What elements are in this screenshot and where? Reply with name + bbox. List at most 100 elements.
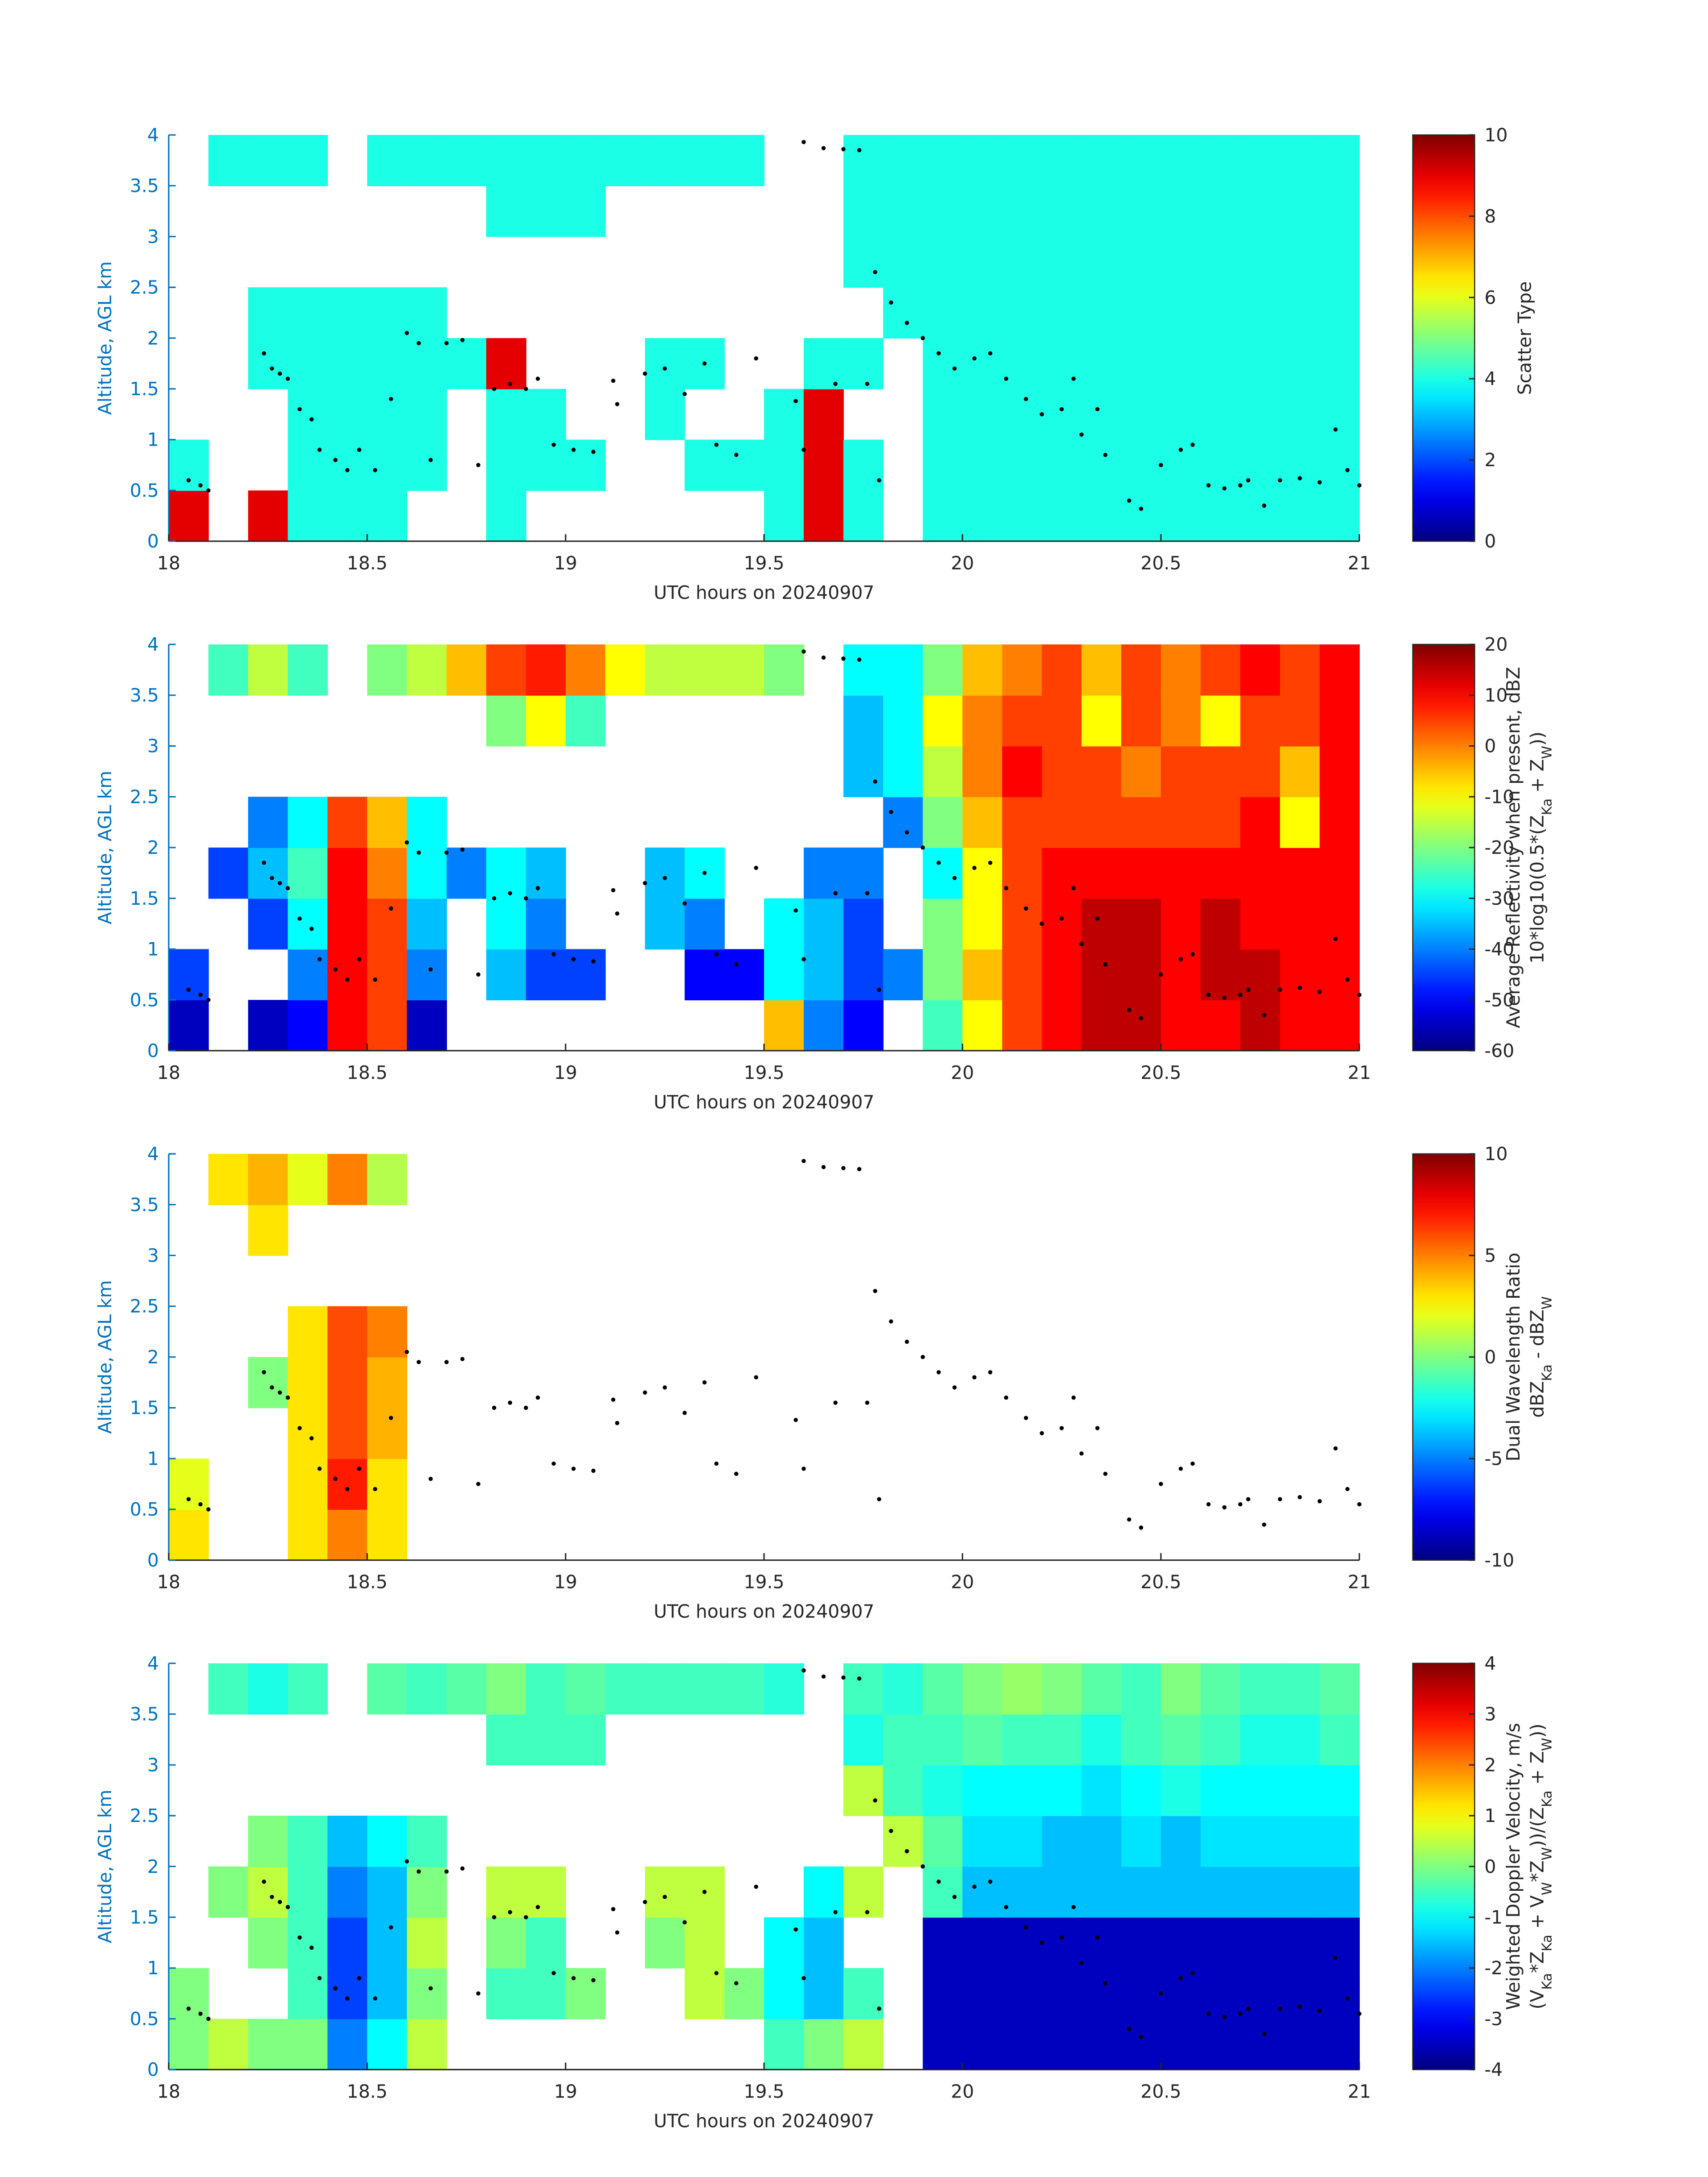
overlay-point (682, 1920, 687, 1925)
heat-cell (1240, 797, 1281, 848)
overlay-point (920, 336, 925, 340)
heat-cell (565, 644, 606, 696)
overlay-point (270, 876, 274, 880)
label-subscript: Ka (1539, 1790, 1555, 1807)
heat-cell (724, 135, 764, 186)
heat-cell (1280, 490, 1320, 542)
overlay-point (1040, 1940, 1044, 1945)
heat-cell (1002, 644, 1043, 696)
heat-cell (962, 1968, 1003, 2019)
heat-cell (1161, 1866, 1201, 1918)
overlay-point (1357, 993, 1361, 997)
heat-cell (685, 898, 725, 950)
overlay-point (285, 376, 290, 381)
heat-cell (883, 1765, 923, 1816)
heat-cell (446, 1663, 487, 1715)
overlay-point (1333, 1446, 1338, 1451)
y-tick-label: 0 (147, 1550, 159, 1571)
overlay-point (262, 1370, 266, 1375)
heat-cell (1280, 2018, 1320, 2070)
heat-cell (407, 338, 447, 389)
heat-cell (1002, 1815, 1043, 1867)
y-axis-label: Altitude, AGL km (94, 1280, 116, 1434)
heat-cell (962, 1000, 1003, 1051)
heat-cell (288, 644, 328, 696)
overlay-point (1178, 1467, 1183, 1471)
label-text: (V (1527, 1990, 1548, 2010)
overlay-point (428, 1986, 433, 1991)
heat-cell (645, 847, 685, 899)
overlay-point (920, 845, 925, 850)
heat-cell (565, 439, 606, 491)
overlay-point (285, 1396, 290, 1400)
heat-cell (486, 389, 526, 440)
heat-cell (1320, 695, 1360, 747)
heat-cell (526, 949, 566, 1001)
overlay-point (972, 1885, 977, 1889)
heat-cell (962, 695, 1003, 747)
heat-cell (367, 1866, 408, 1918)
x-tick-label: 18.5 (347, 1571, 388, 1593)
overlay-point (833, 381, 838, 386)
heat-cell (1280, 439, 1320, 491)
label-text: 10*log10(0.5*(Z (1527, 815, 1548, 963)
heat-cell (288, 1357, 328, 1408)
heat-cell (288, 949, 328, 1001)
y-tick-label: 2.5 (130, 1295, 159, 1317)
y-tick-label: 3.5 (130, 685, 159, 706)
overlay-point (373, 1487, 377, 1492)
colorbar-label: Average Reflectivity when present, dBZ (1503, 667, 1524, 1028)
heat-cell (1280, 135, 1320, 186)
heat-cell (327, 1509, 368, 1561)
heat-cell (486, 1663, 526, 1715)
heat-cell (1320, 1917, 1360, 1968)
heat-cell (1002, 1714, 1043, 1766)
heat-cell (1161, 135, 1201, 186)
heat-cell (168, 439, 209, 491)
overlay-point (492, 387, 497, 391)
heat-cell (526, 1968, 566, 2019)
overlay-point (508, 1400, 512, 1405)
heat-cell (1082, 797, 1122, 848)
heat-cell (1240, 1000, 1281, 1051)
overlay-point (1238, 993, 1243, 997)
heat-cell (843, 847, 884, 899)
heat-cell (724, 949, 764, 1001)
overlay-point (833, 1400, 838, 1405)
heat-cell (367, 1408, 408, 1459)
overlay-point (333, 1476, 338, 1481)
overlay-point (1190, 443, 1195, 447)
heat-cell (1082, 1866, 1122, 1918)
heat-cell (327, 338, 368, 389)
overlay-point (1278, 1497, 1282, 1501)
overlay-point (535, 376, 540, 381)
overlay-point (615, 402, 619, 406)
overlay-point (508, 381, 512, 386)
heat-cell (288, 847, 328, 899)
colorbar-tick-label: 6 (1484, 287, 1496, 308)
heat-cell (962, 644, 1003, 696)
heat-cell (1320, 287, 1360, 339)
overlay-point (357, 447, 362, 452)
overlay-point (1095, 1426, 1100, 1430)
heat-cell (1280, 746, 1320, 798)
overlay-point (1178, 1976, 1183, 1981)
heat-cell (288, 1408, 328, 1459)
heat-cell (923, 236, 963, 288)
heat-cell (248, 1866, 288, 1918)
heat-cell (327, 1866, 368, 1918)
heat-cell (1121, 389, 1161, 440)
overlay-point (793, 1927, 798, 1932)
heat-cell (843, 898, 884, 950)
heat-cell (1280, 1663, 1320, 1715)
heat-cell (1082, 135, 1122, 186)
overlay-point (524, 387, 528, 391)
heat-cell (923, 1714, 963, 1766)
overlay-point (615, 1421, 619, 1425)
overlay-point (1139, 506, 1144, 511)
heat-cell (1320, 949, 1360, 1001)
label-text: *Z (1527, 1951, 1548, 1973)
heat-cell (843, 338, 884, 389)
overlay-point (1004, 1396, 1008, 1400)
overlay-point (1206, 2011, 1211, 2016)
